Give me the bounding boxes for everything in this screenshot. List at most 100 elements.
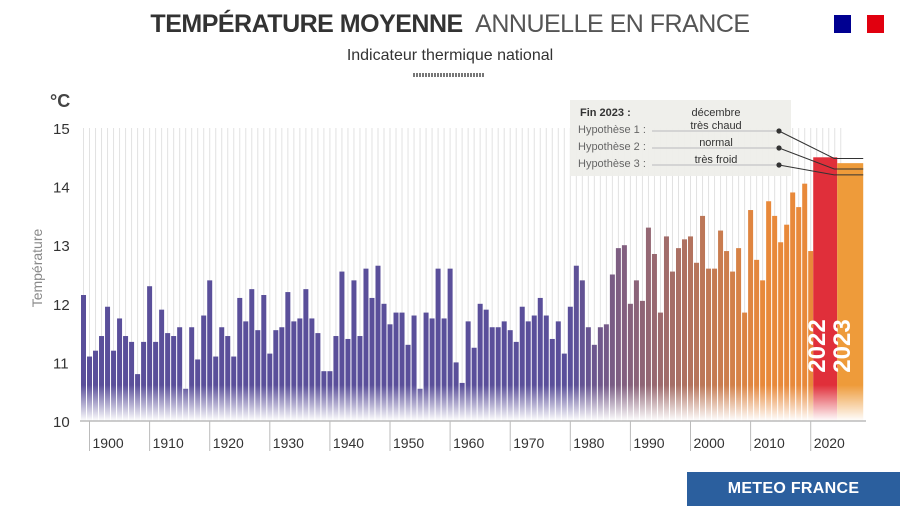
bar-2016	[784, 224, 790, 421]
bar-1917	[189, 327, 195, 421]
y-axis-unit: °C	[50, 91, 70, 111]
bar-2017	[790, 192, 796, 421]
bar-1995	[657, 312, 663, 421]
bar-1951	[393, 312, 399, 421]
bar-1971	[513, 341, 519, 421]
bar-1985	[597, 327, 603, 421]
bar-1992	[639, 300, 645, 421]
bar-1941	[333, 336, 339, 421]
bar-1945	[357, 336, 363, 421]
hypothesis-connector	[778, 130, 864, 159]
subtitle-divider	[413, 73, 485, 77]
x-tick-label: 1980	[573, 435, 604, 451]
bar-1989	[621, 245, 627, 421]
bar-2001	[694, 262, 700, 421]
bar-2005	[718, 230, 724, 421]
hypothesis-label: Hypothèse 2 :	[578, 141, 646, 153]
bar-2010	[748, 210, 754, 421]
bar-1942	[339, 271, 345, 421]
bar-1935	[297, 318, 303, 421]
x-tick-label: 1960	[453, 435, 484, 451]
bar-1949	[381, 303, 387, 421]
bar-1991	[633, 280, 639, 421]
bar-1929	[261, 295, 267, 421]
bar-1938	[315, 333, 321, 421]
bar-1931	[273, 330, 279, 421]
bar-1915	[177, 327, 183, 421]
bar-1977	[549, 338, 555, 421]
bar-1963	[465, 321, 471, 421]
bar-2007	[730, 271, 736, 421]
bar-1906	[123, 336, 129, 421]
bar-1907	[129, 341, 135, 421]
bar-1948	[375, 265, 381, 421]
bar-1959	[441, 318, 447, 421]
bar-1953	[405, 344, 411, 421]
bar-2000	[688, 236, 694, 421]
bar-1934	[291, 321, 297, 421]
hypothesis-value: normal	[699, 137, 733, 149]
y-tick-label: 15	[53, 121, 70, 138]
bar-2023	[837, 163, 864, 421]
bar-2011	[754, 259, 760, 421]
bar-1920	[207, 280, 213, 421]
bar-1970	[507, 330, 513, 421]
french-republic-flag-icon	[834, 15, 885, 33]
x-tick-label: 2000	[694, 435, 725, 451]
bar-1996	[663, 236, 669, 421]
title-light-part: ANNUELLE EN FRANCE	[475, 10, 750, 38]
bar-1902	[99, 336, 105, 421]
bar-1946	[363, 268, 369, 421]
bar-2022	[813, 157, 838, 422]
year-label-2022: 2022	[804, 319, 831, 372]
x-tick-label: 1950	[393, 435, 424, 451]
x-tick-label: 1930	[273, 435, 304, 451]
y-tick-label: 14	[53, 180, 70, 197]
y-tick-label: 11	[53, 355, 69, 372]
bottom-fade	[80, 385, 870, 421]
bar-2004	[712, 268, 718, 421]
bar-1922	[219, 327, 225, 421]
bar-1964	[471, 347, 477, 421]
bar-1956	[423, 312, 429, 421]
bar-1965	[477, 303, 483, 421]
bar-1937	[309, 318, 315, 421]
hypothesis-connector	[778, 164, 864, 176]
bar-1933	[285, 292, 291, 421]
legend-header-value: décembre	[692, 107, 741, 119]
bar-1997	[669, 271, 675, 421]
bar-1919	[201, 315, 207, 421]
bar-1978	[555, 321, 561, 421]
bar-2015	[778, 242, 784, 421]
legend-header-label: Fin 2023 :	[580, 107, 631, 119]
y-tick-label: 12	[53, 297, 70, 314]
y-axis-title: Température	[29, 228, 45, 307]
bar-1973	[525, 321, 531, 421]
bar-1950	[387, 324, 393, 421]
hypothesis-value: très froid	[695, 154, 738, 166]
bar-1998	[675, 248, 681, 421]
x-tick-label: 1990	[633, 435, 664, 451]
bar-1994	[651, 253, 657, 421]
bar-1976	[543, 315, 549, 421]
bar-1925	[237, 297, 243, 421]
bar-1954	[411, 315, 417, 421]
bar-2008	[736, 248, 742, 421]
bar-1905	[117, 318, 123, 421]
subtitle: Indicateur thermique national	[346, 47, 554, 64]
bar-1913	[165, 333, 171, 421]
bar-1914	[171, 336, 177, 421]
bar-1986	[603, 324, 609, 421]
x-tick-label: 1910	[153, 435, 184, 451]
bar-1966	[483, 309, 489, 421]
bar-2009	[742, 312, 748, 421]
bar-2006	[724, 251, 730, 421]
hypothesis-label: Hypothèse 1 :	[578, 124, 646, 136]
x-tick-label: 2020	[814, 435, 845, 451]
bar-1947	[369, 297, 375, 421]
bar-2020	[808, 251, 814, 421]
bar-1980	[567, 306, 573, 421]
bar-1983	[585, 327, 591, 421]
page-title: TEMPÉRATURE MOYENNE ANNUELLE EN FRANCE	[0, 10, 900, 39]
